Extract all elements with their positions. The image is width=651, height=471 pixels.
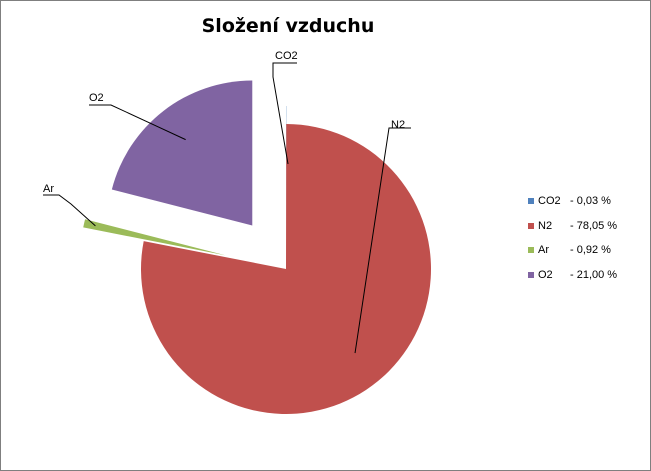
slice-label-co2: CO2 bbox=[275, 50, 298, 62]
leader-line-o2 bbox=[89, 104, 186, 141]
pie-slice-o2 bbox=[111, 80, 253, 226]
slice-label-n2: N2 bbox=[391, 119, 405, 131]
legend-label-ar: Ar bbox=[538, 244, 549, 256]
slice-label-o2: O2 bbox=[89, 92, 104, 104]
legend-label-o2: O2 bbox=[538, 268, 553, 281]
legend-swatch-n2 bbox=[528, 222, 534, 229]
leader-line-n2 bbox=[354, 127, 411, 354]
legend-value-n2: - 78,05 % bbox=[570, 219, 618, 232]
pie-slice-ar bbox=[83, 219, 226, 256]
legend: CO2 - 0,03 % N2 - 78,05 % Ar - 0,92 % O2… bbox=[528, 195, 617, 293]
legend-item-o2: O2 - 21,00 % bbox=[528, 269, 617, 294]
legend-item-co2: CO2 - 0,03 % bbox=[528, 195, 617, 220]
leader-line-ar bbox=[43, 194, 96, 227]
legend-swatch-co2 bbox=[528, 198, 534, 204]
legend-label-n2: N2 bbox=[538, 219, 553, 232]
slice-label-ar: Ar bbox=[43, 183, 54, 195]
legend-item-n2: N2 - 78,05 % bbox=[528, 220, 617, 245]
legend-label-co2: CO2 bbox=[538, 195, 561, 207]
legend-swatch-ar bbox=[528, 247, 534, 253]
leader-line-co2 bbox=[272, 62, 297, 165]
legend-value-o2: - 21,00 % bbox=[570, 268, 618, 281]
legend-value-co2: - 0,03 % bbox=[570, 195, 611, 207]
legend-item-ar: Ar - 0,92 % bbox=[528, 244, 617, 269]
chart-title: Složení vzduchu bbox=[201, 15, 375, 37]
legend-swatch-o2 bbox=[528, 271, 534, 278]
pie-slice-n2 bbox=[140, 124, 431, 415]
legend-value-ar: - 0,92 % bbox=[570, 244, 611, 256]
